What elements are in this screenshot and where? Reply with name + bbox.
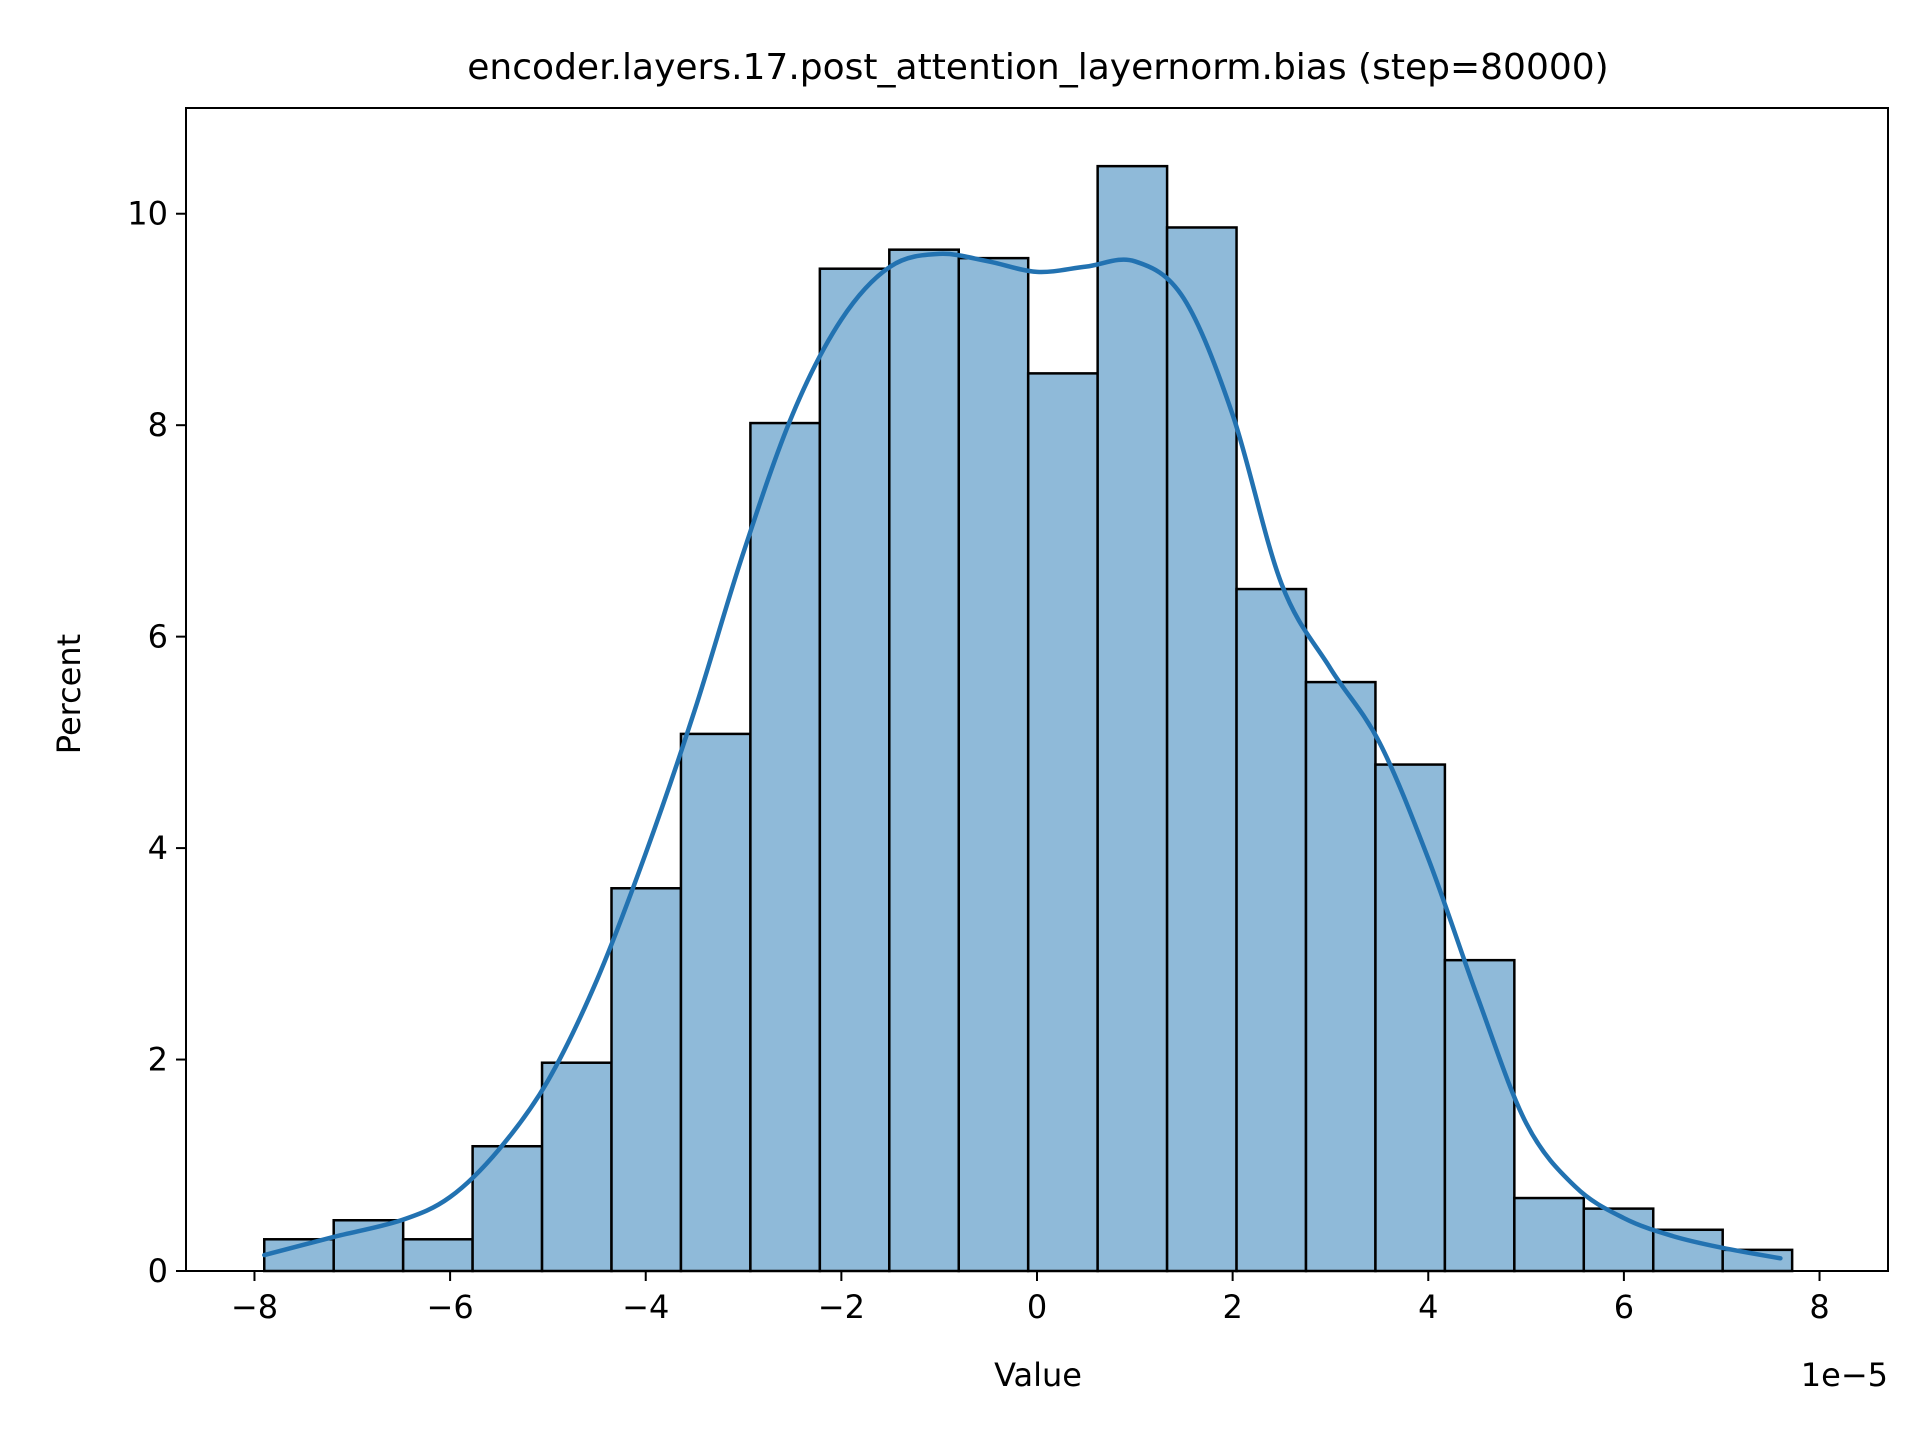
x-tick-label: −8 bbox=[231, 1288, 278, 1326]
y-axis-ticks: 0 2 4 6 8 10 bbox=[127, 195, 186, 1290]
y-tick-label: 4 bbox=[148, 829, 168, 867]
histogram-bar bbox=[1443, 958, 1516, 1273]
histogram-bar bbox=[818, 267, 891, 1273]
histogram-bar bbox=[1513, 1196, 1586, 1273]
histogram-bar bbox=[401, 1238, 474, 1273]
y-tick-label: 2 bbox=[148, 1041, 168, 1079]
y-tick-label: 10 bbox=[127, 195, 168, 233]
histogram-bar bbox=[1304, 680, 1377, 1273]
y-axis-label: Percent bbox=[50, 634, 88, 754]
histogram-bar bbox=[957, 256, 1030, 1273]
x-tick-label: 4 bbox=[1418, 1288, 1438, 1326]
y-tick-label: 6 bbox=[148, 618, 168, 656]
x-tick-label: 2 bbox=[1222, 1288, 1242, 1326]
histogram-bar bbox=[1582, 1207, 1655, 1273]
histogram-bar bbox=[679, 732, 752, 1273]
histogram-bars bbox=[263, 164, 1794, 1273]
histogram-bar bbox=[1235, 587, 1308, 1273]
y-tick-label: 0 bbox=[148, 1252, 168, 1290]
x-axis-ticks: −8 −6 −4 −2 0 2 4 6 8 bbox=[231, 1271, 1830, 1326]
histogram-bar bbox=[888, 248, 960, 1273]
histogram-bar bbox=[1096, 164, 1169, 1273]
histogram-bar bbox=[1165, 226, 1238, 1273]
x-tick-label: 8 bbox=[1809, 1288, 1829, 1326]
kde-line bbox=[262, 251, 1783, 1261]
x-axis-offset-label: 1e−5 bbox=[1801, 1356, 1888, 1394]
histogram-bar bbox=[610, 887, 683, 1273]
x-tick-label: 0 bbox=[1027, 1288, 1047, 1326]
x-tick-label: −2 bbox=[818, 1288, 865, 1326]
chart-title: encoder.layers.17.post_attention_layerno… bbox=[467, 47, 1608, 88]
x-tick-label: 6 bbox=[1614, 1288, 1634, 1326]
histogram-bar bbox=[1026, 372, 1099, 1273]
x-axis-label: Value bbox=[994, 1356, 1082, 1394]
histogram-bar bbox=[1374, 763, 1447, 1273]
histogram-bar bbox=[749, 421, 822, 1273]
histogram-bar bbox=[540, 1061, 613, 1273]
histogram-bar bbox=[1651, 1228, 1724, 1273]
x-tick-label: −6 bbox=[427, 1288, 474, 1326]
y-tick-label: 8 bbox=[148, 406, 168, 444]
x-tick-label: −4 bbox=[622, 1288, 669, 1326]
